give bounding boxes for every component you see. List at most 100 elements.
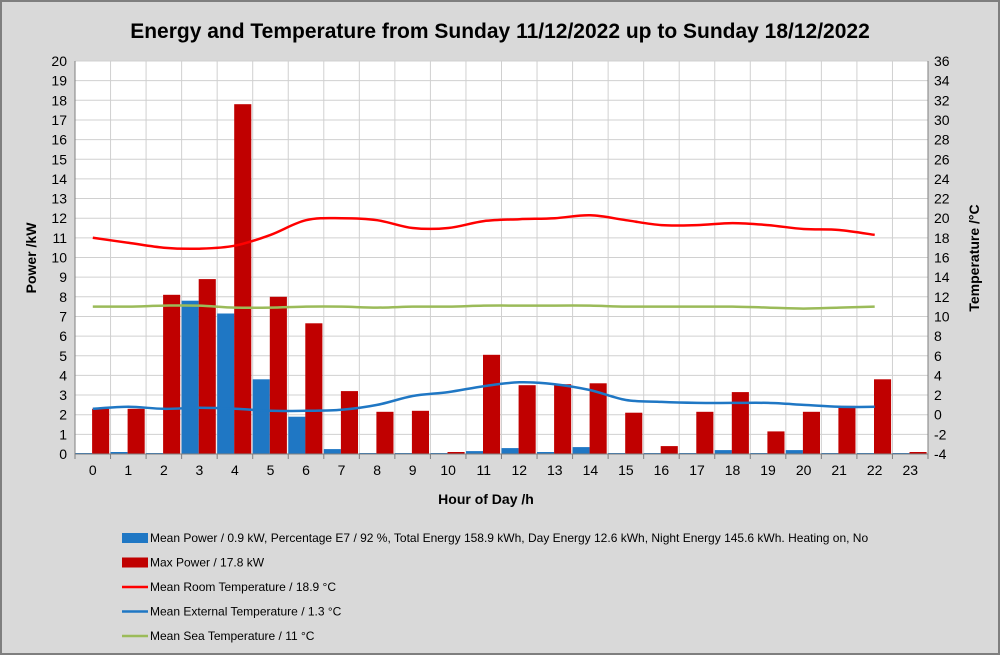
bar-max-power-19 [767, 431, 785, 454]
bar-mean-power-4 [217, 313, 235, 454]
x-tick-label: 1 [124, 462, 132, 478]
y-tick-label: 10 [51, 250, 67, 266]
y2-tick-label: -4 [934, 446, 947, 462]
bar-max-power-12 [518, 385, 536, 454]
grid [75, 60, 928, 455]
legend-external-temperature-label: Mean External Temperature / 1.3 °C [150, 605, 342, 619]
y2-axis-label: Temperature /°C [966, 204, 982, 311]
x-tick-label: 9 [409, 462, 417, 478]
x-tick-label: 0 [89, 462, 97, 478]
bar-max-power-0 [92, 408, 110, 454]
line-sea-temperature [92, 304, 875, 310]
legend: Mean Power / 0.9 kW, Percentage E7 / 92 … [122, 531, 868, 643]
bar-max-power-23 [909, 452, 927, 454]
y-tick-label: 15 [51, 151, 67, 167]
y2-tick-label: -2 [934, 426, 947, 442]
bar-max-power-2 [163, 294, 181, 454]
legend-mean-power-swatch [122, 533, 148, 543]
x-tick-label: 19 [760, 462, 776, 478]
x-tick-label: 18 [725, 462, 741, 478]
x-tick-label: 7 [338, 462, 346, 478]
x-axis-label: Hour of Day /h [438, 491, 534, 507]
bar-max-power-15 [625, 412, 643, 454]
y2-tick-label: 32 [934, 92, 950, 108]
bar-max-power-13 [554, 384, 572, 454]
y2-tick-label: 24 [934, 171, 950, 187]
bar-max-power-9 [411, 410, 429, 454]
y-tick-label: 18 [51, 92, 67, 108]
bar-max-power-1 [127, 408, 145, 454]
y2-tick-label: 6 [934, 348, 942, 364]
x-tick-label: 2 [160, 462, 168, 478]
x-tick-label: 15 [618, 462, 634, 478]
y-tick-label: 1 [59, 426, 67, 442]
x-tick-label: 13 [547, 462, 563, 478]
y2-tick-label: 26 [934, 151, 950, 167]
y2-tick-label: 30 [934, 112, 950, 128]
y-tick-label: 11 [52, 230, 67, 246]
line-room-temperature [92, 214, 875, 251]
y-tick-label: 12 [51, 210, 67, 226]
y2-tick-label: 34 [934, 73, 950, 89]
bar-max-power-7 [340, 391, 358, 454]
y2-tick-label: 28 [934, 132, 950, 148]
y-tick-label: 20 [51, 53, 67, 69]
x-tick-label: 21 [831, 462, 847, 478]
y2-tick-label: 16 [934, 250, 950, 266]
legend-max-power-label: Max Power / 17.8 kW [150, 556, 265, 570]
x-tick-label: 11 [476, 462, 491, 478]
bar-mean-power-18 [714, 450, 732, 454]
line-external-temperature [92, 380, 875, 413]
bar-mean-power-20 [785, 450, 803, 454]
x-tick-label: 8 [373, 462, 381, 478]
x-tick-label: 3 [195, 462, 203, 478]
bar-max-power-10 [447, 452, 465, 454]
bar-max-power-14 [589, 383, 607, 454]
bar-max-power-22 [874, 379, 892, 454]
bar-mean-power-7 [323, 449, 341, 454]
bars [75, 104, 927, 454]
bar-mean-power-5 [252, 379, 270, 454]
x-tick-label: 23 [902, 462, 918, 478]
bar-mean-power-14 [572, 447, 590, 454]
bar-mean-power-6 [288, 416, 306, 454]
y2-tick-label: 4 [934, 367, 942, 383]
y2-tick-label: 22 [934, 191, 950, 207]
y2-tick-label: 2 [934, 387, 942, 403]
y-tick-label: 13 [51, 191, 67, 207]
y-axis-label: Power /kW [23, 222, 39, 294]
bar-max-power-20 [802, 411, 820, 454]
y2-tick-label: 10 [934, 308, 950, 324]
legend-room-temperature-label: Mean Room Temperature / 18.9 °C [150, 580, 336, 594]
y2-tick-label: 14 [934, 269, 950, 285]
y2-tick-label: 12 [934, 289, 950, 305]
y2-tick-label: 20 [934, 210, 950, 226]
y-tick-label: 2 [59, 407, 67, 423]
x-tick-label: 5 [267, 462, 275, 478]
y2-tick-label: 18 [934, 230, 950, 246]
x-tick-label: 6 [302, 462, 310, 478]
y-tick-label: 8 [59, 289, 67, 305]
y-tick-label: 16 [51, 132, 67, 148]
bar-mean-power-13 [537, 452, 555, 454]
bar-mean-power-1 [110, 452, 128, 454]
x-tick-label: 10 [440, 462, 456, 478]
x-tick-label: 12 [511, 462, 527, 478]
y-tick-label: 9 [59, 269, 67, 285]
legend-mean-power-label: Mean Power / 0.9 kW, Percentage E7 / 92 … [150, 531, 868, 545]
bar-max-power-17 [696, 411, 714, 454]
y-tick-label: 17 [51, 112, 67, 128]
x-tick-label: 4 [231, 462, 239, 478]
legend-sea-temperature-label: Mean Sea Temperature / 11 °C [150, 629, 315, 643]
bar-max-power-11 [483, 354, 501, 454]
bar-max-power-8 [376, 411, 394, 454]
y-tick-label: 3 [59, 387, 67, 403]
bar-max-power-6 [305, 323, 323, 454]
bar-mean-power-3 [181, 300, 199, 454]
y-tick-label: 14 [51, 171, 67, 187]
chart-title: Energy and Temperature from Sunday 11/12… [130, 20, 870, 43]
x-tick-label: 14 [583, 462, 599, 478]
y-tick-label: 4 [59, 367, 67, 383]
